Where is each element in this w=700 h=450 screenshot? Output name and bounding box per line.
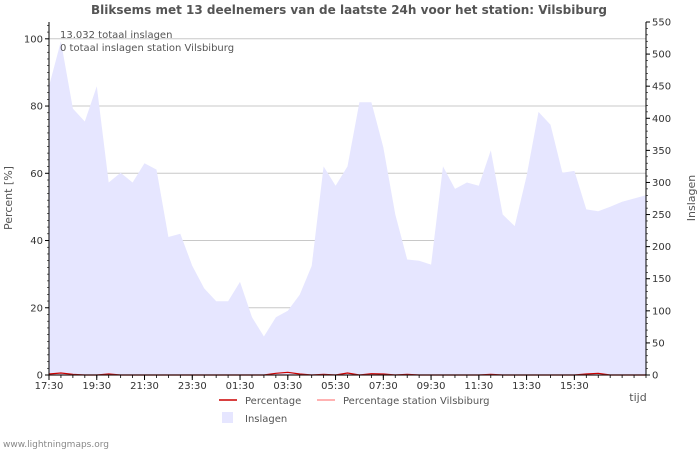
x-tick-label: 01:30 (226, 381, 255, 392)
inslagen-area (49, 41, 646, 376)
x-tick-label: 13:30 (512, 381, 541, 392)
left-tick-label: 0 (37, 371, 43, 382)
left-tick-label: 40 (30, 236, 43, 247)
right-tick-label: 350 (652, 146, 671, 157)
x-tick-label: 23:30 (178, 381, 207, 392)
legend-label-inslagen: Inslagen (245, 414, 287, 425)
x-tick-label: 11:30 (464, 381, 493, 392)
right-tick-label: 200 (652, 242, 671, 253)
chart-title: Bliksems met 13 deelnemers van de laatst… (91, 3, 607, 17)
y-axis-label-right: Inslagen (685, 175, 698, 221)
x-tick-label: 03:30 (273, 381, 302, 392)
x-tick-label: 09:30 (417, 381, 446, 392)
right-tick-label: 0 (652, 371, 658, 382)
left-tick-label: 60 (30, 169, 43, 180)
x-tick-label: 07:30 (369, 381, 398, 392)
legend-label-station: Percentage station Vilsbiburg (343, 396, 490, 407)
left-tick-label: 80 (30, 102, 43, 113)
annotation-station: 0 totaal inslagen station Vilsbiburg (60, 43, 234, 54)
right-axis-ticks: 0 50 100 150 200 250 300 350 400 450 500 550 (646, 18, 671, 382)
right-tick-label: 450 (652, 82, 671, 93)
x-tick-label: 19:30 (82, 381, 111, 392)
right-tick-label: 500 (652, 50, 671, 61)
right-tick-label: 550 (652, 18, 671, 29)
right-tick-label: 100 (652, 306, 671, 317)
x-tick-label: 05:30 (321, 381, 350, 392)
x-axis-ticks: 17:30 19:30 21:30 23:30 01:30 03:30 05:30 07:30… (35, 375, 647, 392)
right-tick-label: 150 (652, 274, 671, 285)
annotation-total: 13.032 totaal inslagen (60, 30, 172, 41)
left-axis-ticks: 0 20 40 60 80 100 (24, 25, 49, 382)
right-tick-label: 50 (652, 338, 665, 349)
right-tick-label: 400 (652, 114, 671, 125)
x-tick-label: 17:30 (35, 381, 64, 392)
left-tick-label: 20 (30, 303, 43, 314)
right-tick-label: 300 (652, 178, 671, 189)
legend: Percentage Percentage station Vilsbiburg… (219, 396, 490, 425)
inslagen-area-group (49, 41, 646, 376)
x-tick-label: 21:30 (130, 381, 159, 392)
footer-credit: www.lightningmaps.org (3, 440, 109, 450)
x-tick-label: 15:30 (560, 381, 589, 392)
legend-label-percentage: Percentage (245, 396, 301, 407)
right-tick-label: 250 (652, 210, 671, 221)
y-axis-label-left: Percent [%] (2, 166, 15, 230)
left-tick-label: 100 (24, 34, 43, 45)
x-axis-label: tijd (629, 391, 646, 404)
legend-swatch-inslagen (222, 412, 233, 423)
